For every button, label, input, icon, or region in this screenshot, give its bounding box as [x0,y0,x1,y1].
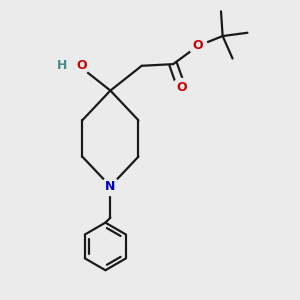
Text: O: O [76,59,87,72]
Text: O: O [193,40,203,52]
Text: O: O [176,81,187,94]
Text: H: H [57,59,67,72]
Text: N: N [105,180,116,193]
